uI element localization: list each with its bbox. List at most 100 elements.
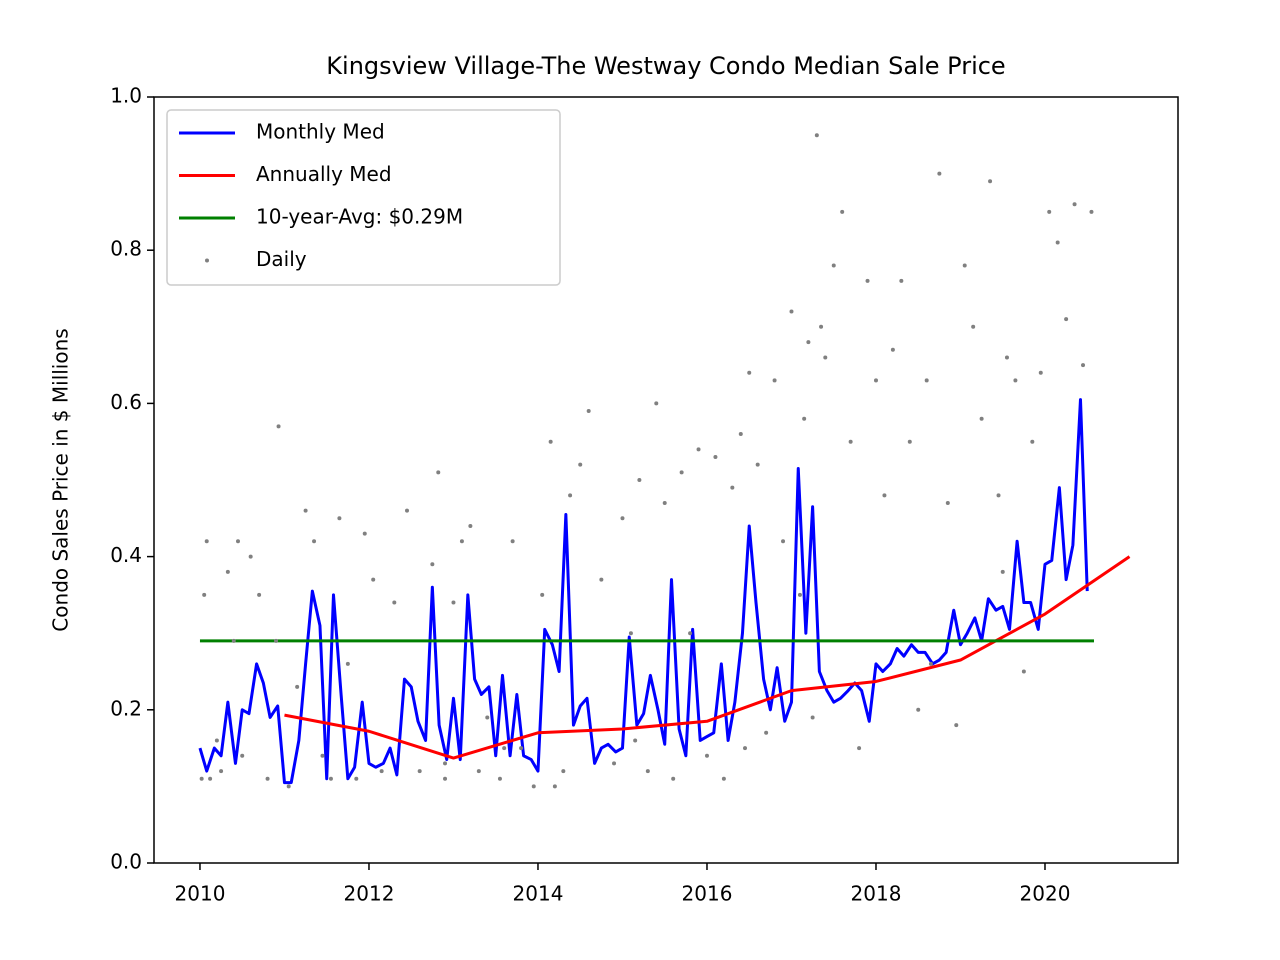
daily-point (679, 470, 684, 475)
daily-point (286, 784, 291, 789)
daily-point (208, 776, 213, 781)
daily-point (586, 409, 591, 414)
daily-point (214, 738, 219, 743)
daily-point (320, 753, 325, 758)
daily-point (814, 133, 819, 138)
daily-point (436, 470, 441, 475)
daily-point (276, 424, 281, 429)
daily-point (819, 324, 824, 329)
daily-point (468, 523, 473, 528)
x-tick-label: 2018 (851, 882, 902, 906)
daily-point (345, 661, 350, 666)
daily-point (510, 539, 515, 544)
daily-point (928, 661, 933, 666)
daily-point (1013, 378, 1018, 383)
daily-point (1064, 317, 1069, 322)
daily-point (231, 638, 236, 643)
daily-point (840, 209, 845, 214)
daily-point (738, 432, 743, 437)
daily-point (962, 263, 967, 268)
daily-point (552, 784, 557, 789)
daily-point (810, 715, 815, 720)
daily-point (628, 631, 633, 636)
daily-point (1000, 569, 1005, 574)
daily-point (274, 638, 279, 643)
daily-point (747, 370, 752, 375)
daily-point (257, 592, 262, 597)
legend-marker (205, 258, 209, 263)
daily-point (988, 179, 993, 184)
daily-point (417, 769, 422, 774)
daily-point (354, 776, 359, 781)
daily-point (328, 776, 333, 781)
daily-point (831, 263, 836, 268)
daily-point (540, 592, 545, 597)
daily-point (637, 478, 642, 482)
daily-point (704, 753, 709, 758)
y-tick-label: 0.6 (110, 390, 142, 414)
series-line (284, 555, 1131, 760)
daily-point (823, 355, 828, 360)
daily-point (199, 776, 204, 781)
daily-point (1089, 209, 1094, 214)
daily-point (654, 401, 659, 406)
daily-point (945, 500, 950, 505)
daily-point (265, 776, 270, 781)
daily-point (916, 707, 921, 712)
daily-point (1021, 669, 1026, 674)
daily-point (392, 600, 397, 605)
daily-point (1055, 240, 1060, 245)
daily-point (362, 531, 367, 536)
daily-point (721, 776, 726, 781)
x-tick-label: 2010 (175, 882, 226, 906)
legend-label: Daily (256, 247, 307, 271)
daily-point (568, 493, 573, 498)
daily-point (848, 439, 853, 444)
daily-point (971, 324, 976, 329)
daily-point (806, 340, 811, 345)
daily-point (1081, 363, 1086, 368)
daily-point (743, 746, 748, 751)
daily-point (476, 769, 481, 774)
daily-point (497, 776, 502, 781)
legend: Monthly Med Annually Med 10-year-Avg: $0.2… (166, 109, 561, 286)
daily-point (240, 753, 245, 758)
x-tick-label: 2020 (1020, 882, 1071, 906)
daily-point (219, 769, 224, 774)
daily-point (772, 378, 777, 383)
daily-point (1004, 355, 1009, 360)
daily-point (713, 455, 718, 460)
daily-point (873, 378, 878, 383)
daily-point (882, 493, 887, 498)
daily-point (907, 439, 912, 444)
daily-point (202, 592, 207, 597)
daily-point (865, 278, 870, 283)
daily-point (405, 508, 410, 513)
daily-point (1030, 439, 1035, 444)
daily-point (225, 569, 230, 574)
daily-point (337, 516, 342, 521)
daily-point (797, 592, 802, 597)
daily-point (755, 462, 760, 467)
daily-point (561, 769, 566, 774)
daily-point (996, 493, 1001, 498)
legend-label: 10-year-Avg: $0.29M (256, 205, 463, 229)
daily-point (485, 715, 490, 720)
daily-point (451, 600, 456, 605)
daily-point (764, 730, 769, 735)
daily-point (548, 439, 553, 444)
x-tick-label: 2012 (344, 882, 395, 906)
daily-point (519, 746, 524, 751)
daily-point (899, 278, 904, 283)
daily-point (204, 539, 209, 544)
daily-point (430, 562, 435, 567)
series-line (198, 398, 1089, 785)
legend-box (166, 109, 561, 286)
legend-label: Annually Med (256, 162, 392, 186)
daily-point (612, 761, 617, 766)
daily-point (662, 500, 667, 505)
daily-point (802, 416, 807, 421)
daily-point (1072, 202, 1077, 207)
daily-point (633, 738, 638, 743)
